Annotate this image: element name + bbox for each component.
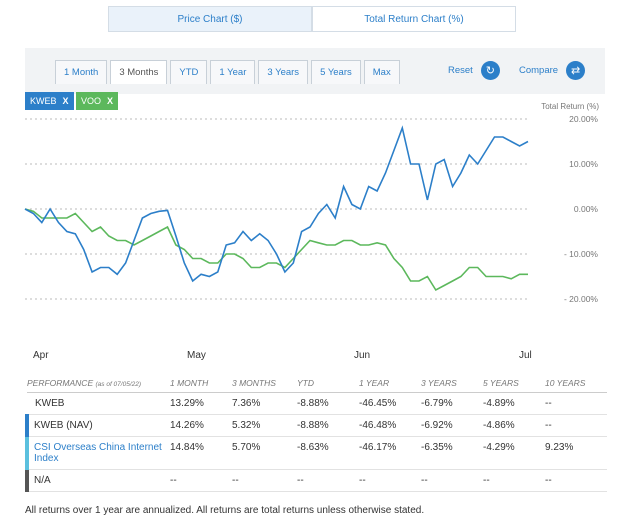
row-value: --	[297, 469, 359, 492]
tag-kweb-label: KWEB	[30, 96, 57, 106]
row-value: -6.35%	[421, 436, 483, 470]
row-value: 14.84%	[170, 436, 232, 470]
range-panel: 1 Month 3 Months YTD 1 Year 3 Years 5 Ye…	[25, 48, 605, 94]
row-name: N/A	[25, 469, 170, 492]
row-value: -6.79%	[421, 392, 483, 415]
row-value: --	[421, 469, 483, 492]
x-label-apr: Apr	[33, 350, 49, 361]
row-value: -8.63%	[297, 436, 359, 470]
row-value: -4.86%	[483, 414, 545, 437]
row-value: -46.45%	[359, 392, 421, 415]
row-value: --	[545, 469, 607, 492]
y-axis-title: Total Return (%)	[541, 102, 599, 111]
x-label-jun: Jun	[354, 350, 371, 361]
row-value: -46.48%	[359, 414, 421, 437]
tag-kweb[interactable]: KWEB X	[25, 92, 74, 110]
row-value: --	[359, 469, 421, 492]
table-row: N/A -- -- -- -- -- -- --	[25, 469, 607, 492]
header-ytd: YTD	[297, 374, 359, 393]
row-value: 7.36%	[232, 392, 297, 415]
row-value: --	[545, 392, 607, 415]
row-value: -46.17%	[359, 436, 421, 470]
row-value: --	[483, 469, 545, 492]
row-value: 14.26%	[170, 414, 232, 437]
footnote: All returns over 1 year are annualized. …	[25, 505, 425, 516]
row-name: KWEB	[27, 392, 170, 415]
reset-label: Reset	[448, 65, 473, 76]
range-1-year[interactable]: 1 Year	[210, 60, 256, 84]
row-value: -4.89%	[483, 392, 545, 415]
range-5-years[interactable]: 5 Years	[311, 60, 361, 84]
series-line-voo	[24, 208, 528, 292]
chart-type-tabs: Price Chart ($) Total Return Chart (%)	[108, 6, 516, 32]
tag-voo[interactable]: VOO X	[76, 92, 119, 110]
row-value: -8.88%	[297, 392, 359, 415]
tab-total-return-chart[interactable]: Total Return Chart (%)	[312, 6, 516, 32]
range-3-months[interactable]: 3 Months	[110, 60, 168, 84]
row-value: 9.23%	[545, 436, 607, 470]
tab-price-chart[interactable]: Price Chart ($)	[108, 6, 312, 32]
header-1-year: 1 YEAR	[359, 374, 421, 393]
row-name: KWEB (NAV)	[25, 414, 170, 437]
compare-label: Compare	[519, 65, 559, 76]
y-tick-label: 0.00%	[574, 204, 599, 214]
row-value: 13.29%	[170, 392, 232, 415]
range-max[interactable]: Max	[363, 60, 400, 84]
table-row: CSI Overseas China Internet Index 14.84% 5…	[25, 436, 607, 470]
y-tick-label: - 10.00%	[564, 249, 598, 259]
range-3-years[interactable]: 3 Years	[258, 60, 309, 84]
range-1-month[interactable]: 1 Month	[55, 60, 108, 84]
swap-icon: ⇄	[566, 61, 586, 80]
table-row: KWEB (NAV) 14.26% 5.32% -8.88% -46.48% -6.92%…	[25, 414, 607, 437]
y-tick-label: 10.00%	[569, 159, 598, 169]
header-5-years: 5 YEARS	[483, 374, 545, 393]
row-name[interactable]: CSI Overseas China Internet Index	[25, 436, 170, 470]
table-row: KWEB 13.29% 7.36% -8.88% -46.45% -6.79% -4.89%…	[27, 392, 607, 415]
header-3-years: 3 YEARS	[421, 374, 483, 393]
tag-kweb-close-icon[interactable]: X	[62, 96, 69, 106]
row-value: 5.32%	[232, 414, 297, 437]
header-3-months: 3 MONTHS	[232, 374, 297, 393]
header-10-years: 10 YEARS	[545, 374, 607, 393]
row-value: --	[232, 469, 297, 492]
performance-table: PERFORMANCE (as of 07/05/22) 1 MONTH 3 M…	[25, 374, 607, 492]
row-value: --	[170, 469, 232, 492]
tag-voo-label: VOO	[81, 96, 102, 106]
row-value: -4.29%	[483, 436, 545, 470]
x-label-may: May	[187, 350, 206, 361]
refresh-icon: ↻	[480, 61, 500, 80]
y-tick-label: 20.00%	[569, 114, 598, 124]
row-value: 5.70%	[232, 436, 297, 470]
range-ytd[interactable]: YTD	[170, 60, 208, 84]
row-value: -6.92%	[421, 414, 483, 437]
reset-button[interactable]: Reset ↻	[448, 61, 500, 80]
header-1-month: 1 MONTH	[170, 374, 232, 393]
y-tick-label: - 20.00%	[564, 294, 598, 304]
performance-header-label: PERFORMANCE (as of 07/05/22)	[27, 374, 170, 393]
range-tabs: 1 Month 3 Months YTD 1 Year 3 Years 5 Ye…	[55, 60, 403, 84]
series-line-kweb	[24, 125, 529, 283]
performance-header-row: PERFORMANCE (as of 07/05/22) 1 MONTH 3 M…	[27, 374, 607, 393]
x-label-jul: Jul	[519, 350, 532, 361]
row-value: --	[545, 414, 607, 437]
row-value: -8.88%	[297, 414, 359, 437]
tag-voo-close-icon[interactable]: X	[107, 96, 114, 106]
compare-button[interactable]: Compare ⇄	[519, 61, 586, 80]
